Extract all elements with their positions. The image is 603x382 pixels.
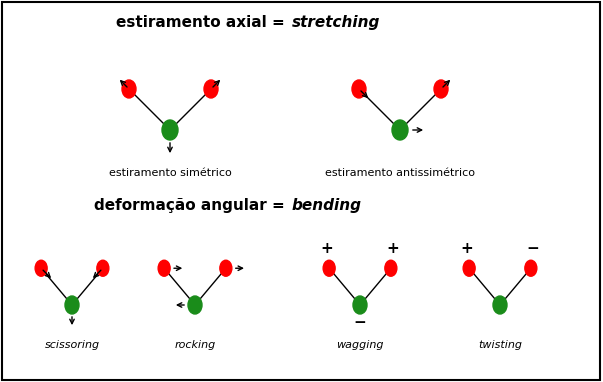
Text: deformação angular =: deformação angular = [94, 197, 290, 212]
Text: estiramento axial =: estiramento axial = [116, 15, 290, 29]
Text: −: − [526, 241, 539, 256]
Ellipse shape [122, 80, 136, 98]
Text: estiramento antissimétrico: estiramento antissimétrico [325, 168, 475, 178]
Ellipse shape [463, 260, 475, 276]
Text: stretching: stretching [292, 15, 380, 29]
Text: +: + [321, 241, 333, 256]
Ellipse shape [204, 80, 218, 98]
Text: +: + [461, 241, 473, 256]
Ellipse shape [385, 260, 397, 276]
Ellipse shape [392, 120, 408, 140]
Ellipse shape [493, 296, 507, 314]
Text: bending: bending [292, 197, 362, 212]
Text: wagging: wagging [336, 340, 384, 350]
Text: +: + [387, 241, 399, 256]
Text: rocking: rocking [174, 340, 216, 350]
Ellipse shape [352, 80, 366, 98]
Text: scissoring: scissoring [45, 340, 99, 350]
Ellipse shape [162, 120, 178, 140]
Text: −: − [353, 315, 367, 330]
Ellipse shape [525, 260, 537, 276]
Ellipse shape [353, 296, 367, 314]
Ellipse shape [35, 260, 47, 276]
Text: twisting: twisting [478, 340, 522, 350]
Ellipse shape [434, 80, 448, 98]
Ellipse shape [97, 260, 109, 276]
Ellipse shape [188, 296, 202, 314]
Ellipse shape [323, 260, 335, 276]
Ellipse shape [158, 260, 170, 276]
Ellipse shape [220, 260, 232, 276]
Text: estiramento simétrico: estiramento simétrico [109, 168, 232, 178]
Ellipse shape [65, 296, 79, 314]
